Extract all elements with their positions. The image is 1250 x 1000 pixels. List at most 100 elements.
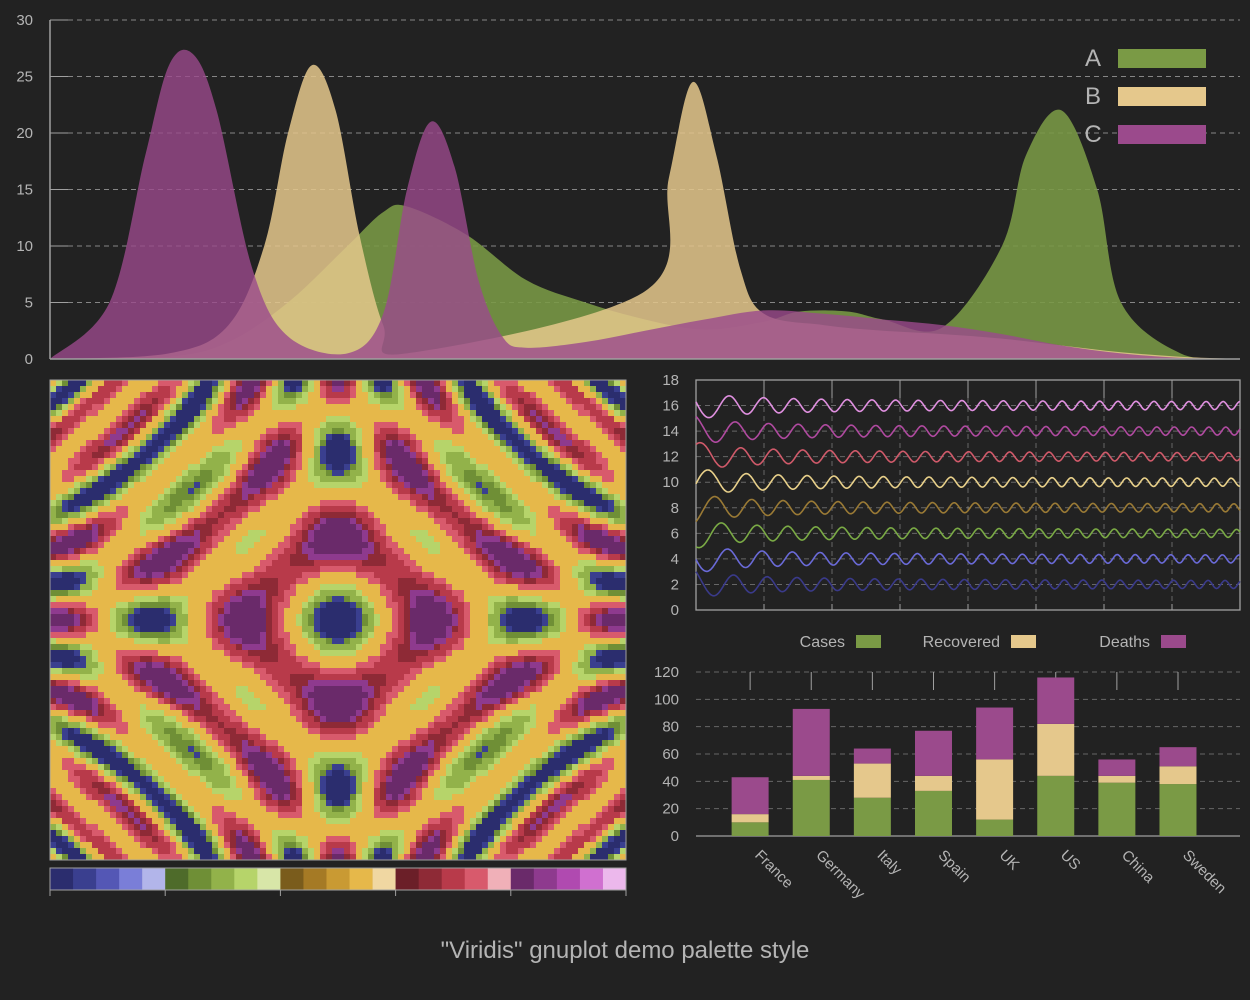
heat-cell [548,602,555,609]
heat-cell [200,494,207,501]
heat-cell [554,410,561,417]
heat-cell [344,500,351,507]
heat-cell [506,656,513,663]
heat-cell [458,512,465,519]
heat-cell [158,506,165,513]
heat-cell [164,686,171,693]
heat-cell [236,650,243,657]
heat-cell [356,404,363,411]
heat-cell [548,470,555,477]
heat-cell [380,680,387,687]
heat-cell [104,656,111,663]
heat-cell [398,530,405,537]
heatmap-cells [50,380,626,860]
heat-cell [356,530,363,537]
heat-cell [386,446,393,453]
heat-cell [56,668,63,675]
heat-cell [374,452,381,459]
heat-cell [362,674,369,681]
heat-cell [518,584,525,591]
heat-cell [446,620,453,627]
heat-cell [242,638,249,645]
heat-cell [416,608,423,615]
heat-cell [338,536,345,543]
heat-cell [260,644,267,651]
heat-cell [104,410,111,417]
heat-cell [230,578,237,585]
heat-cell [458,446,465,453]
heat-cell [506,650,513,657]
heat-cell [86,464,93,471]
heat-cell [206,470,213,477]
heat-cell [476,608,483,615]
heat-cell [326,548,333,555]
heat-cell [80,482,87,489]
heat-cell [314,476,321,483]
heat-cell [254,488,261,495]
heat-cell [536,638,543,645]
heat-cell [554,668,561,675]
heat-cell [560,620,567,627]
heat-cell [146,488,153,495]
heat-cell [272,620,279,627]
heat-cell [524,542,531,549]
heat-cell [464,458,471,465]
heat-cell [278,398,285,405]
heat-cell [98,476,105,483]
heat-cell [482,470,489,477]
heat-cell [188,542,195,549]
heat-cell [182,494,189,501]
heat-cell [494,392,501,399]
heat-cell [404,536,411,543]
heat-cell [68,584,75,591]
heat-cell [224,518,231,525]
heat-cell [266,668,273,675]
heat-cell [50,650,57,657]
heat-cell [272,512,279,519]
heat-cell [548,560,555,567]
heat-cell [548,638,555,645]
heat-cell [374,662,381,669]
heat-cell [350,494,357,501]
heat-cell [368,404,375,411]
heat-cell [302,590,309,597]
heat-cell [200,524,207,531]
heat-cell [500,512,507,519]
heat-cell [398,428,405,435]
heat-cell [476,470,483,477]
heat-cell [350,644,357,651]
heat-cell [266,512,273,519]
heat-cell [512,632,519,639]
heat-cell [566,614,573,621]
heat-cell [230,626,237,633]
heat-cell [134,458,141,465]
heat-cell [212,458,219,465]
heat-cell [470,590,477,597]
heat-cell [356,686,363,693]
heat-cell [422,452,429,459]
heat-cell [218,566,225,573]
heat-cell [314,500,321,507]
heat-cell [470,596,477,603]
heat-cell [344,584,351,591]
heat-cell [224,470,231,477]
heat-cell [236,422,243,429]
heat-cell [530,464,537,471]
heat-cell [290,422,297,429]
heat-cell [464,530,471,537]
heat-cell [428,560,435,567]
heat-cell [290,452,297,459]
heat-cell [614,668,621,675]
heat-cell [584,638,591,645]
heat-cell [482,446,489,453]
heat-cell [200,458,207,465]
heat-cell [410,416,417,423]
heat-cell [248,668,255,675]
heat-cell [236,524,243,531]
heat-cell [212,494,219,501]
heat-cell [476,506,483,513]
heat-cell [116,662,123,669]
heat-cell [56,434,63,441]
heat-cell [74,470,81,477]
heat-cell [524,530,531,537]
